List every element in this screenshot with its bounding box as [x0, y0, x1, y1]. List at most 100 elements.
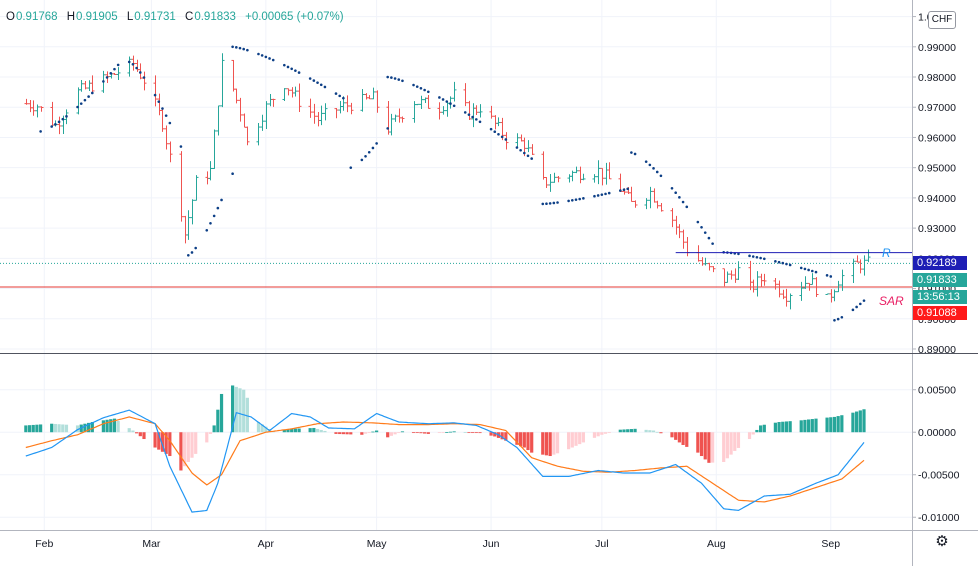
histogram-bar [360, 432, 364, 435]
ohlc-bar [655, 200, 660, 209]
histogram-bar [736, 432, 741, 448]
ohlc-bar [530, 144, 535, 155]
histogram-bar [164, 432, 168, 454]
histogram-bar [603, 432, 608, 434]
ohlc-bar [644, 198, 649, 210]
sar-dot [541, 202, 545, 206]
histogram-bar [836, 416, 840, 433]
histogram-bar [231, 385, 235, 433]
sar-dot [578, 197, 581, 201]
sar-dot [475, 118, 478, 121]
histogram-bar [183, 432, 187, 467]
ohlc-bar [736, 261, 741, 280]
histogram-bar [829, 417, 833, 433]
ohlc-bar [829, 289, 834, 303]
sar-dot [349, 166, 353, 169]
ohlc-bar [810, 273, 815, 285]
ohlc-bar [426, 95, 431, 109]
ohlc-bar [825, 293, 830, 295]
ohlc-bar [367, 95, 372, 100]
sar-dot [781, 261, 785, 265]
histogram-bar [53, 423, 57, 433]
histogram-bar [238, 388, 242, 433]
sar-dot [168, 121, 172, 125]
histogram-bar [186, 432, 190, 462]
histogram-bar [851, 412, 855, 433]
histogram-bar [814, 418, 818, 433]
last-price-tag: 0.91833 [913, 273, 967, 287]
sar-dot [109, 72, 113, 75]
histogram-bar [219, 393, 224, 433]
sar-dot [859, 302, 862, 306]
sar-dot [83, 98, 87, 102]
sar-dot [242, 47, 245, 51]
histogram-bar [747, 432, 752, 440]
ohlc-bar [389, 113, 394, 136]
sar-dot [523, 151, 526, 155]
currency-badge[interactable]: CHF [928, 11, 956, 29]
sar-dot [700, 225, 703, 229]
histogram-bar [825, 417, 829, 433]
histogram-bar [441, 432, 445, 434]
histogram-bar [500, 432, 504, 440]
histogram-bar [530, 432, 534, 453]
sar-dot [678, 196, 681, 199]
sar-dot [423, 88, 426, 92]
price-tick-label: 0.97000 [918, 102, 956, 114]
sar-dot [135, 66, 138, 70]
axes: 1.000000.990000.980000.970000.960000.950… [35, 12, 959, 550]
ohlc-bar [293, 86, 298, 97]
sar-dot [308, 77, 312, 80]
histogram-bar [596, 432, 600, 437]
histogram-bar [858, 410, 862, 433]
ohlc-bar [781, 289, 786, 300]
sar-dot [737, 252, 740, 256]
sar-dot [412, 83, 415, 87]
sar-dot [471, 115, 474, 119]
sar-dot [164, 114, 168, 117]
histogram-bar [160, 432, 165, 452]
ohlc-bar [419, 95, 424, 110]
macd-tick-label: -0.00500 [918, 470, 960, 482]
sar-dot [500, 135, 504, 139]
sar-dot [600, 193, 604, 196]
sar-dot [271, 58, 275, 62]
histogram-bar [39, 424, 43, 433]
sar-dot [652, 167, 655, 170]
histogram-bar [282, 429, 286, 433]
histogram-bar [651, 430, 656, 433]
sar-dot [312, 79, 316, 82]
histogram-bar [338, 432, 342, 435]
low-value: 0.91731 [134, 11, 176, 23]
sar-dot [113, 67, 116, 71]
sar-dot [674, 191, 677, 195]
histogram-bar [699, 432, 704, 457]
sar-dot [375, 142, 378, 145]
signal-line [25, 416, 865, 503]
histogram-bar [315, 428, 320, 433]
ohlc-bar [548, 174, 553, 192]
histogram-bar [685, 432, 689, 447]
sar-dot [161, 107, 164, 110]
histogram-bar [803, 419, 807, 433]
histogram-bar [703, 432, 707, 460]
histogram-bar [101, 420, 105, 433]
sar-dot [105, 76, 109, 79]
ohlc-bar [28, 99, 33, 113]
histogram-bar [773, 422, 777, 433]
resistance-price-tag: 0.92189 [913, 256, 967, 270]
histogram-bar [109, 419, 113, 433]
histogram-bar [581, 432, 585, 443]
ohlc-bar [592, 174, 597, 183]
sar-dot [785, 262, 788, 266]
ohlc-bar [670, 208, 675, 228]
ohlc-bar [153, 75, 158, 107]
histogram-bar [319, 429, 323, 433]
open-label: O [6, 11, 15, 23]
sar-dot [212, 214, 216, 218]
gear-icon[interactable]: ⚙ [935, 533, 949, 550]
ohlc-bar [674, 215, 679, 235]
ohlc-bar [607, 162, 612, 180]
support-line[interactable] [0, 262, 912, 288]
